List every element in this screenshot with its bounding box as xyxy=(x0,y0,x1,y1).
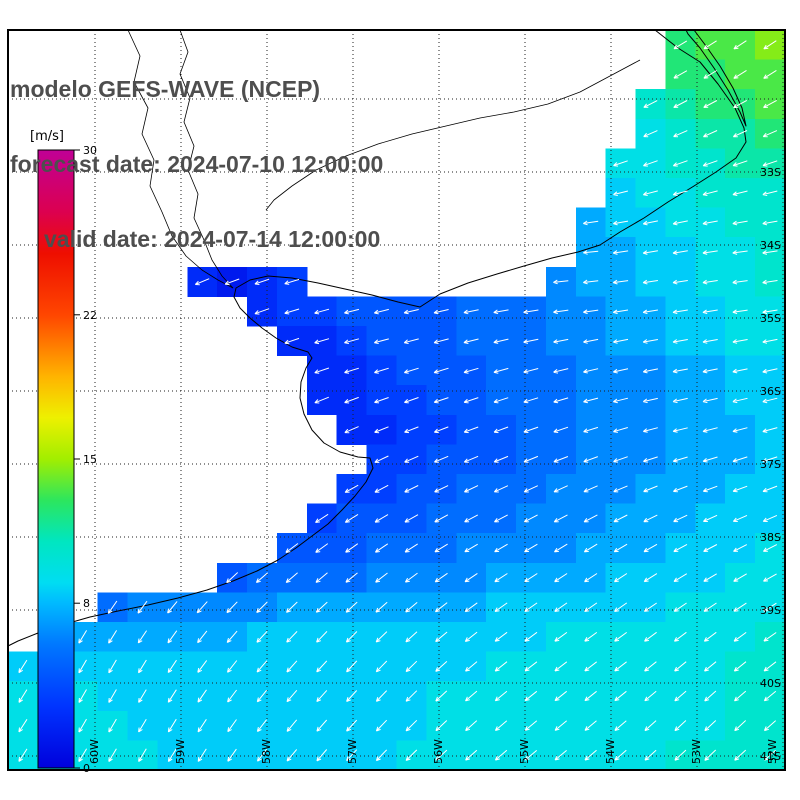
lat-label: 35S xyxy=(760,312,781,325)
lat-label: 39S xyxy=(760,604,781,617)
lat-label: 41S xyxy=(760,750,781,763)
lon-label: 58W xyxy=(260,739,273,764)
lat-labels: 33S 34S 35S 36S 37S 38S 39S 40S 41S xyxy=(760,166,781,763)
colorbar-gradient xyxy=(37,149,75,769)
lon-label: 52W xyxy=(766,739,779,764)
model-title: modelo GEFS-WAVE (NCEP) xyxy=(10,76,321,102)
colorbar: [m/s] 30 22 15 8 0 xyxy=(30,129,97,775)
lon-label: 57W xyxy=(346,739,359,764)
lon-label: 56W xyxy=(432,739,445,764)
wind-arrows xyxy=(18,40,778,763)
lat-label: 36S xyxy=(760,385,781,398)
lon-label: 54W xyxy=(604,739,617,764)
lat-label: 34S xyxy=(760,239,781,252)
sea-speed-cells xyxy=(8,30,786,771)
colorbar-unit-label: [m/s] xyxy=(30,129,64,144)
rivers xyxy=(127,29,641,289)
colorbar-tick-label: 22 xyxy=(83,309,97,322)
lon-label: 59W xyxy=(174,739,187,764)
lat-lon-grid-lines xyxy=(8,30,785,770)
lon-label: 53W xyxy=(690,739,703,764)
lat-label: 37S xyxy=(760,458,781,471)
lon-label: 55W xyxy=(518,739,531,764)
valid-date-line: valid date: 2024-07-14 12:00:00 xyxy=(44,226,381,252)
coastline xyxy=(7,29,747,647)
lat-label: 40S xyxy=(760,677,781,690)
lat-label: 38S xyxy=(760,531,781,544)
colorbar-tick-label: 0 xyxy=(83,762,90,775)
lat-label: 33S xyxy=(760,166,781,179)
lon-labels: 60W 59W 58W 57W 56W 55W 54W 53W 52W xyxy=(88,739,779,764)
colorbar-tick-label: 15 xyxy=(83,453,97,466)
lon-label: 60W xyxy=(88,739,101,764)
map-header: modelo GEFS-WAVE (NCEP) forecast date: 2… xyxy=(10,27,383,302)
colorbar-tick-label: 8 xyxy=(83,597,90,610)
map-frame xyxy=(7,29,786,771)
forecast-date-line: forecast date: 2024-07-10 12:00:00 xyxy=(10,151,384,177)
colorbar-tick-label: 30 xyxy=(83,144,97,157)
